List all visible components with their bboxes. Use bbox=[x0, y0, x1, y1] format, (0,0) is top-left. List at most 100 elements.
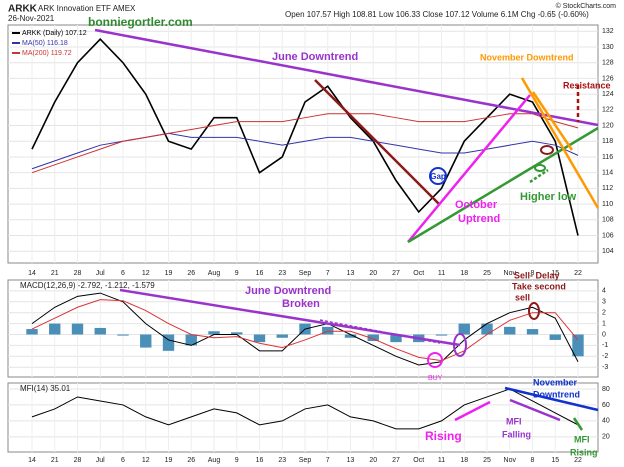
x-tick-label: 16 bbox=[256, 457, 264, 464]
x-tick-label: 23 bbox=[278, 270, 286, 277]
histogram-bar bbox=[253, 334, 266, 343]
x-tick-label: 13 bbox=[347, 270, 355, 277]
x-tick-label: 28 bbox=[74, 270, 82, 277]
trend-line bbox=[531, 91, 574, 151]
y-tick-label: 3 bbox=[602, 299, 606, 306]
x-tick-label: 18 bbox=[460, 457, 468, 464]
x-tick-label: 7 bbox=[326, 270, 330, 277]
arrow bbox=[509, 398, 561, 422]
annotation: Higher low bbox=[520, 191, 577, 203]
y-tick-label: 110 bbox=[602, 201, 613, 208]
y-tick-label: -1 bbox=[602, 342, 608, 349]
histogram-bar bbox=[344, 334, 357, 338]
y-tick-label: 118 bbox=[602, 138, 613, 145]
source: © StockCharts.com bbox=[556, 2, 617, 10]
y-tick-label: 40 bbox=[602, 418, 610, 425]
x-tick-label: 22 bbox=[574, 270, 582, 277]
trend-line bbox=[407, 126, 599, 244]
annotation: sell bbox=[515, 292, 530, 302]
histogram-bar bbox=[526, 329, 539, 335]
circle bbox=[540, 145, 554, 155]
x-tick-label: 14 bbox=[28, 270, 36, 277]
histogram-bar bbox=[162, 334, 175, 351]
x-tick-label: Jul bbox=[96, 457, 105, 464]
x-tick-label: Nov bbox=[504, 457, 517, 464]
x-tick-label: 7 bbox=[326, 457, 330, 464]
x-tick-label: 9 bbox=[235, 457, 239, 464]
annotation: MFI bbox=[506, 416, 522, 426]
x-tick-label: 25 bbox=[483, 457, 491, 464]
y-tick-label: 120 bbox=[602, 122, 614, 129]
watermark: bonniegortler.com bbox=[88, 15, 193, 29]
annotation: Rising bbox=[570, 447, 598, 457]
y-tick-label: 1 bbox=[602, 320, 606, 327]
histogram-bar bbox=[71, 323, 84, 335]
y-tick-label: 2 bbox=[602, 310, 606, 317]
y-tick-label: 116 bbox=[602, 154, 613, 161]
x-tick-label: 6 bbox=[121, 270, 125, 277]
x-tick-label: 9 bbox=[235, 270, 239, 277]
histogram-bar bbox=[435, 334, 448, 336]
histogram-bar bbox=[458, 323, 470, 335]
x-tick-label: 28 bbox=[74, 457, 82, 464]
x-tick-label: 8 bbox=[531, 270, 535, 277]
histogram-bar bbox=[549, 334, 561, 340]
series-line bbox=[31, 292, 579, 366]
y-tick-label: 124 bbox=[602, 91, 614, 98]
x-tick-label: Aug bbox=[208, 457, 221, 464]
y-tick-label: 128 bbox=[602, 60, 614, 67]
x-tick-label: 16 bbox=[256, 270, 264, 277]
series-line bbox=[31, 388, 579, 430]
annotation: Sell- Delay bbox=[514, 270, 560, 280]
annotation: June Downtrend bbox=[272, 51, 358, 63]
legend: MFI(14) 35.01 bbox=[20, 384, 71, 393]
x-tick-label: 6 bbox=[121, 457, 125, 464]
y-tick-label: 112 bbox=[602, 185, 613, 192]
x-tick-label: Sep bbox=[299, 270, 312, 277]
x-tick-label: 8 bbox=[531, 457, 535, 464]
y-tick-label: 126 bbox=[602, 75, 614, 82]
legend-label: MA(200) 119.72 bbox=[22, 50, 72, 57]
x-tick-label: 22 bbox=[574, 457, 582, 464]
trend-line bbox=[504, 386, 599, 412]
x-tick-label: 12 bbox=[142, 270, 150, 277]
trend-line bbox=[407, 94, 531, 243]
y-tick-label: 20 bbox=[602, 434, 610, 441]
series-line bbox=[31, 299, 579, 362]
annotation: BUY bbox=[428, 375, 443, 382]
series-line bbox=[31, 113, 579, 174]
x-tick-label: 23 bbox=[278, 457, 286, 464]
ticker: ARKK bbox=[8, 4, 38, 15]
x-tick-label: 13 bbox=[347, 457, 355, 464]
annotation: June Downtrend bbox=[245, 285, 331, 297]
histogram-bar bbox=[231, 332, 243, 335]
x-tick-label: 14 bbox=[28, 457, 36, 464]
y-tick-label: 0 bbox=[602, 331, 606, 338]
histogram-bar bbox=[26, 329, 38, 335]
y-tick-label: 122 bbox=[602, 107, 614, 114]
x-tick-label: 18 bbox=[460, 270, 468, 277]
annotation: Falling bbox=[502, 429, 531, 439]
x-tick-label: 27 bbox=[392, 270, 400, 277]
x-tick-label: 26 bbox=[187, 270, 195, 277]
annotation: Resistance bbox=[563, 80, 611, 90]
arrow bbox=[454, 400, 491, 422]
x-tick-label: Sep bbox=[299, 457, 312, 464]
histogram-bar bbox=[49, 323, 61, 335]
x-tick-label: Oct bbox=[413, 457, 424, 464]
annotation: November Downtrend bbox=[480, 52, 574, 62]
trend-line bbox=[94, 28, 599, 127]
histogram-bar bbox=[572, 334, 584, 357]
histogram-bar bbox=[185, 334, 197, 346]
subtitle: ARK Innovation ETF AMEX bbox=[38, 4, 136, 13]
annotation: Uptrend bbox=[458, 213, 500, 225]
y-tick-label: -2 bbox=[602, 353, 608, 360]
annotation: MFI bbox=[574, 434, 590, 444]
annotation: Gap bbox=[430, 172, 446, 181]
x-tick-label: 11 bbox=[438, 457, 445, 464]
histogram-bar bbox=[276, 334, 288, 338]
y-tick-label: 130 bbox=[602, 44, 614, 51]
histogram-bar bbox=[322, 326, 334, 335]
x-tick-label: 27 bbox=[392, 457, 400, 464]
